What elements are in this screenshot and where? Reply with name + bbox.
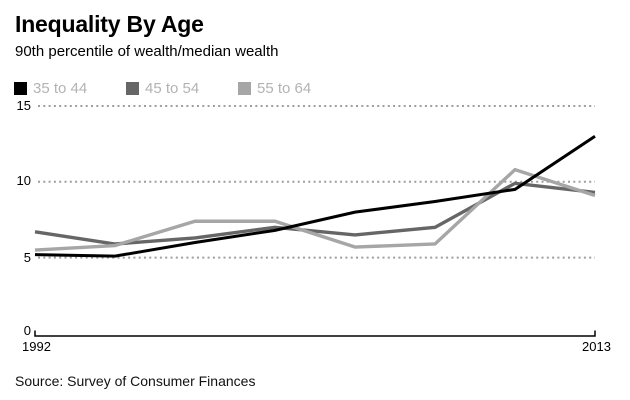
legend-item-55-to-64: 55 to 64 [238,80,340,97]
x-axis-label-2013: 2013 [582,339,611,354]
y-axis-label-0: 0 [23,323,31,338]
line-series-55-to-64 [34,167,596,252]
x-axis-label-1992: 1992 [22,339,51,354]
legend-label-35-to-44: 35 to 44 [33,80,88,97]
legend-swatch-35-to-44 [14,82,27,95]
legend-swatch-45-to-54 [126,82,139,95]
source-note: Source: Survey of Consumer Finances [15,373,256,389]
legend-item-35-to-44: 35 to 44 [14,80,116,97]
y-axis-label-10: 10 [16,173,31,188]
legend: 35 to 44 45 to 54 55 to 64 [14,80,350,97]
y-axis-label-5: 5 [23,250,31,265]
page-subtitle: 90th percentile of wealth/median wealth [15,43,279,60]
legend-label-55-to-64: 55 to 64 [257,80,312,97]
y-axis-label-15: 15 [16,98,31,113]
legend-item-45-to-54: 45 to 54 [126,80,228,97]
page-title: Inequality By Age [15,11,204,37]
legend-swatch-55-to-64 [238,82,251,95]
line-series-35-to-44 [34,135,596,258]
legend-label-45-to-54: 45 to 54 [145,80,200,97]
